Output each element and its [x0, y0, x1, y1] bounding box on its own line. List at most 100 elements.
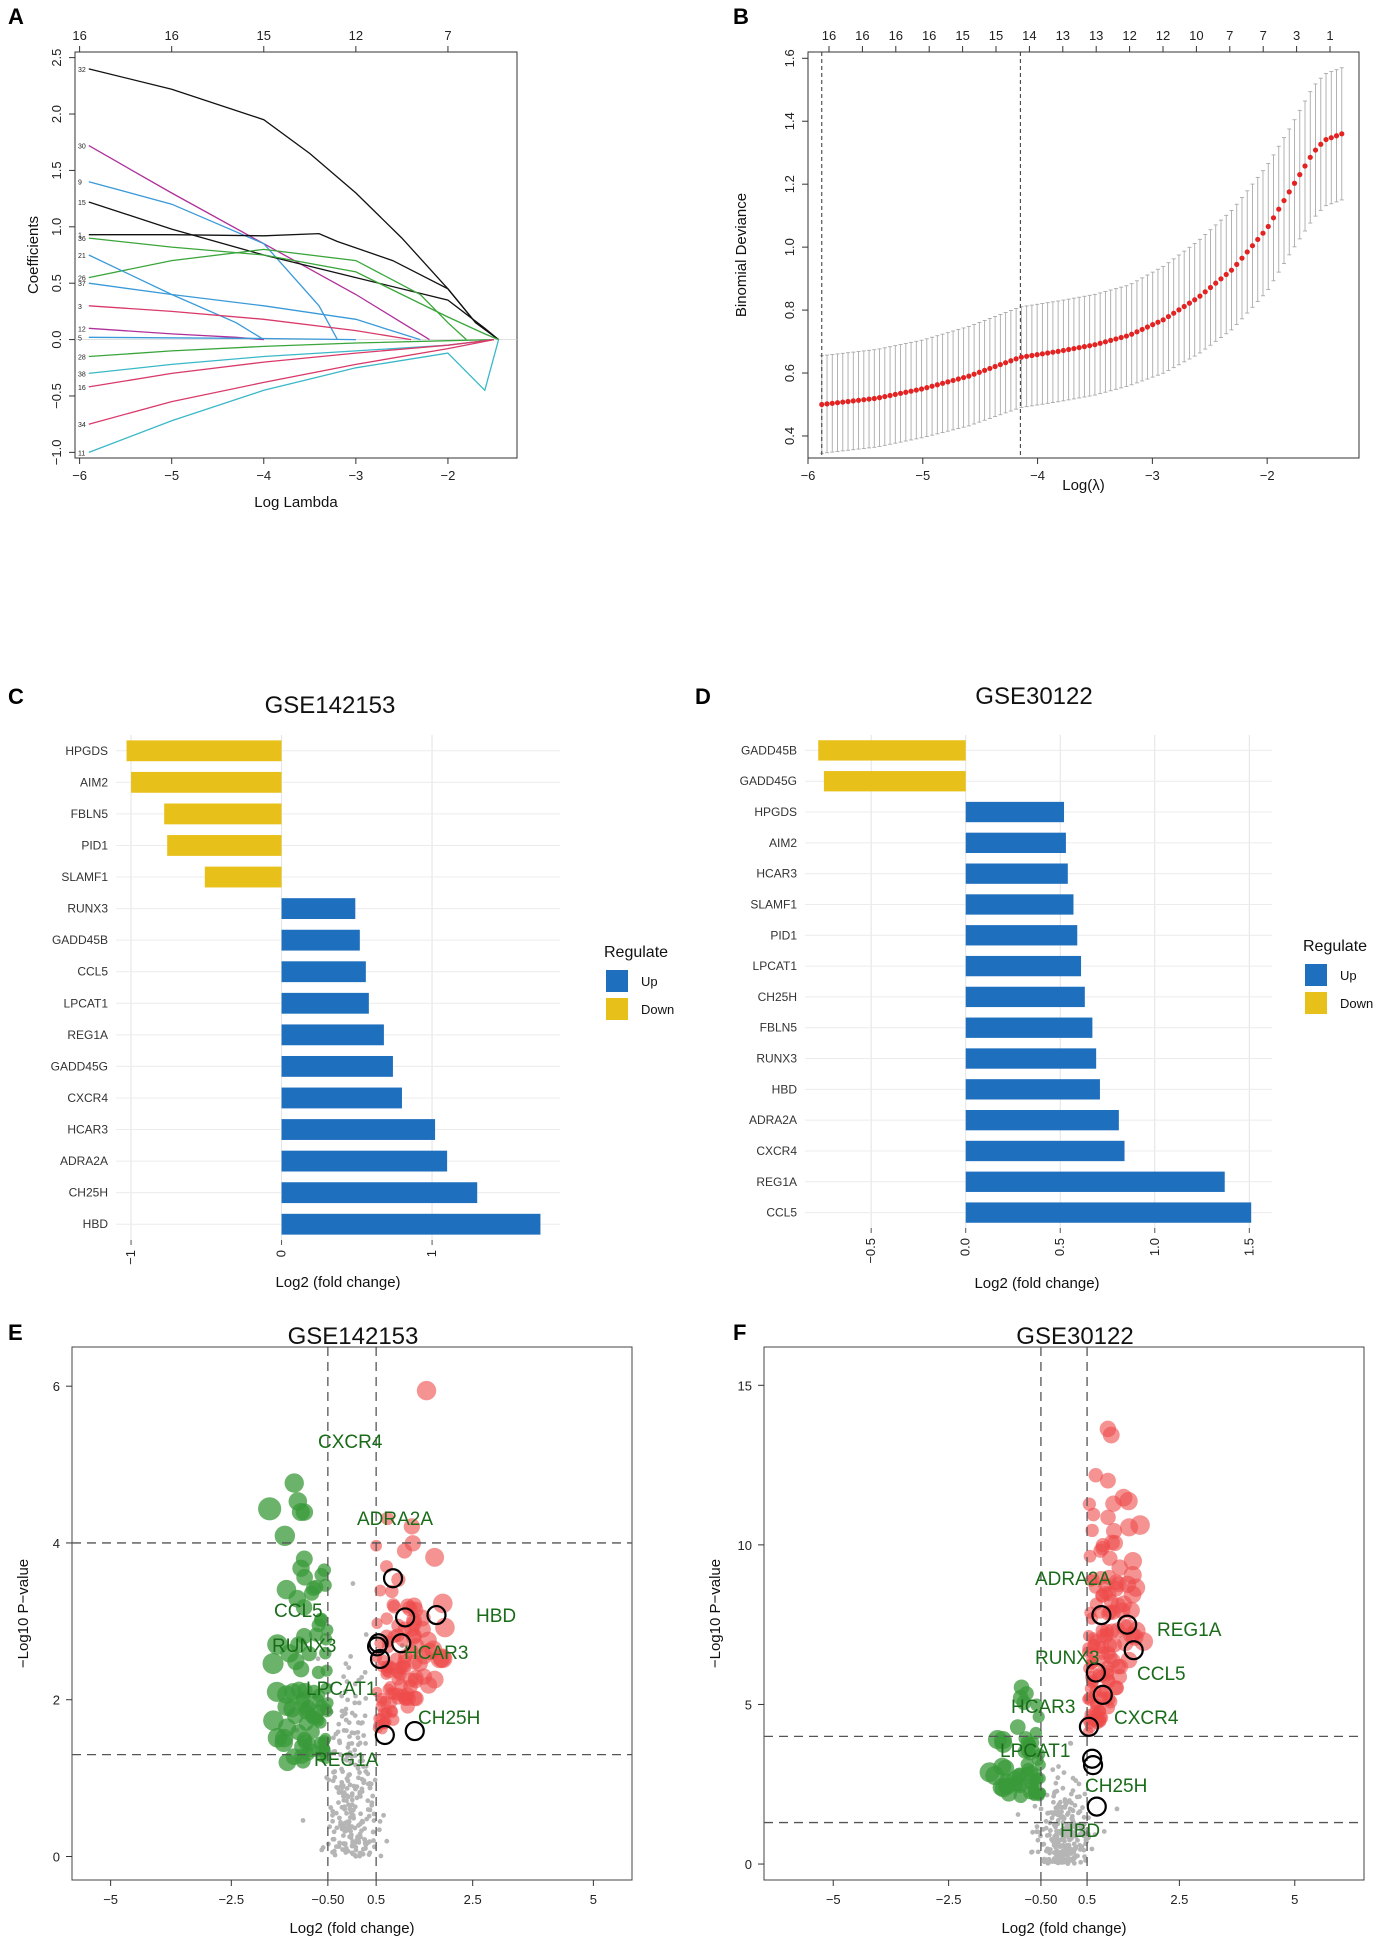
panel-a: 32 30 9 15 136 26 21 37 3 12 5 28 38 16 34 11 −6 −5 −4 −3 −2… [25, 28, 518, 511]
down-point [1030, 1698, 1043, 1712]
legend-title: Regulate [1303, 938, 1367, 955]
coef-line-label: 37 [78, 281, 86, 288]
y-tick-label-a: −0.5 [49, 383, 64, 409]
ns-point [365, 1798, 371, 1804]
ns-point [362, 1837, 367, 1842]
deviance-point [1050, 349, 1056, 355]
ns-point [357, 1740, 363, 1746]
deviance-point [1176, 307, 1182, 313]
highlight-reg1a [374, 1724, 395, 1746]
down-point [311, 1618, 326, 1633]
ns-point [1051, 1842, 1057, 1848]
ns-point [1070, 1807, 1075, 1813]
legend-swatch-down [606, 998, 628, 1020]
ns-point [1077, 1842, 1083, 1848]
ns-point [349, 1843, 355, 1849]
y-tick-label: 0 [53, 1849, 60, 1864]
legend-label-down: Down [641, 1002, 674, 1017]
ns-point [366, 1852, 372, 1857]
highlight-ch25h [404, 1720, 425, 1742]
ns-point [342, 1689, 348, 1695]
ns-point [1055, 1809, 1061, 1815]
up-point [1099, 1623, 1114, 1638]
category-label: HPGDS [65, 744, 108, 758]
ns-point [1072, 1822, 1078, 1828]
ns-point [1067, 1837, 1072, 1843]
x-tick-label-a: −5 [164, 468, 179, 483]
ns-point [1076, 1781, 1082, 1787]
bar-aim2 [965, 832, 1066, 854]
deviance-point [866, 396, 872, 402]
top-axis-label-b: 13 [1056, 28, 1070, 43]
coef-line-34 [88, 338, 495, 425]
ns-point [326, 1777, 332, 1783]
deviance-point [971, 371, 977, 377]
deviance-point [1213, 280, 1219, 286]
ns-point [341, 1797, 347, 1803]
ns-point [363, 1741, 368, 1746]
up-point [1134, 1632, 1154, 1651]
gene-label-hcar3: HCAR3 [1011, 1697, 1075, 1718]
up-point [1099, 1472, 1116, 1489]
category-label: LPCAT1 [753, 959, 798, 973]
x-tick-label-b: −3 [1145, 468, 1160, 483]
panel-letter-d: D [695, 684, 711, 709]
bar-gadd45b [818, 740, 966, 761]
ns-point [1082, 1791, 1088, 1797]
up-point [1082, 1497, 1096, 1511]
top-axis-label-b: 10 [1189, 28, 1203, 43]
x-tick-label: −2.5 [218, 1892, 244, 1907]
ns-point [1059, 1809, 1064, 1815]
up-point [374, 1584, 387, 1597]
ns-point [1068, 1846, 1073, 1852]
down-point [300, 1699, 316, 1715]
ns-point [1062, 1805, 1068, 1810]
ns-point [1056, 1764, 1061, 1769]
chart-title: GSE30122 [1016, 1323, 1133, 1350]
ns-point [341, 1727, 347, 1733]
category-label: GADD45B [741, 743, 797, 757]
deviance-point [1302, 163, 1308, 169]
ns-point [1076, 1822, 1082, 1827]
category-label: REG1A [756, 1175, 797, 1189]
bar-fbln5 [965, 1017, 1093, 1038]
chart-title: GSE142153 [288, 1323, 419, 1350]
up-point [400, 1687, 415, 1702]
plot-frame [71, 1346, 633, 1881]
deviance-point [1318, 141, 1324, 147]
down-point [277, 1718, 297, 1737]
category-label: SLAMF1 [61, 870, 108, 884]
up-point [384, 1696, 398, 1709]
ns-point [346, 1665, 352, 1671]
down-point [274, 1525, 296, 1547]
down-point [318, 1735, 331, 1747]
top-axis-label-b: 16 [855, 28, 869, 43]
deviance-point [845, 398, 851, 405]
ns-point [367, 1807, 373, 1813]
ns-point [1047, 1832, 1052, 1838]
deviance-point [1186, 300, 1193, 306]
y-tick-label-b: 1.6 [782, 49, 797, 67]
highlight-lpcat1 [1082, 1748, 1103, 1769]
panel-e: CXCR4 ADRA2A HBD CCL5 RUNX3 HCAR3 LPCAT1 CH25H R… [15, 1323, 633, 1937]
ns-point [369, 1802, 375, 1808]
y-tick-label: 4 [53, 1536, 60, 1551]
ns-point [356, 1840, 362, 1845]
ns-point [1078, 1825, 1084, 1831]
deviance-point [1297, 172, 1303, 178]
deviance-point [1045, 350, 1051, 356]
ns-point [334, 1844, 339, 1850]
highlight-adra2a [1091, 1604, 1112, 1626]
deviance-point [876, 395, 883, 401]
deviance-point [861, 397, 867, 403]
category-label: RUNX3 [756, 1052, 797, 1066]
y-tick-label-a: 0.5 [49, 274, 64, 292]
coef-line-label: 5 [78, 335, 82, 342]
top-axis-label-b: 12 [1156, 28, 1170, 43]
deviance-point [982, 367, 988, 373]
down-point [985, 1765, 1005, 1786]
y-axis-title-a: Coefficients [25, 216, 42, 294]
deviance-point [1076, 344, 1082, 351]
deviance-point [939, 380, 946, 386]
bar-reg1a [965, 1171, 1225, 1192]
